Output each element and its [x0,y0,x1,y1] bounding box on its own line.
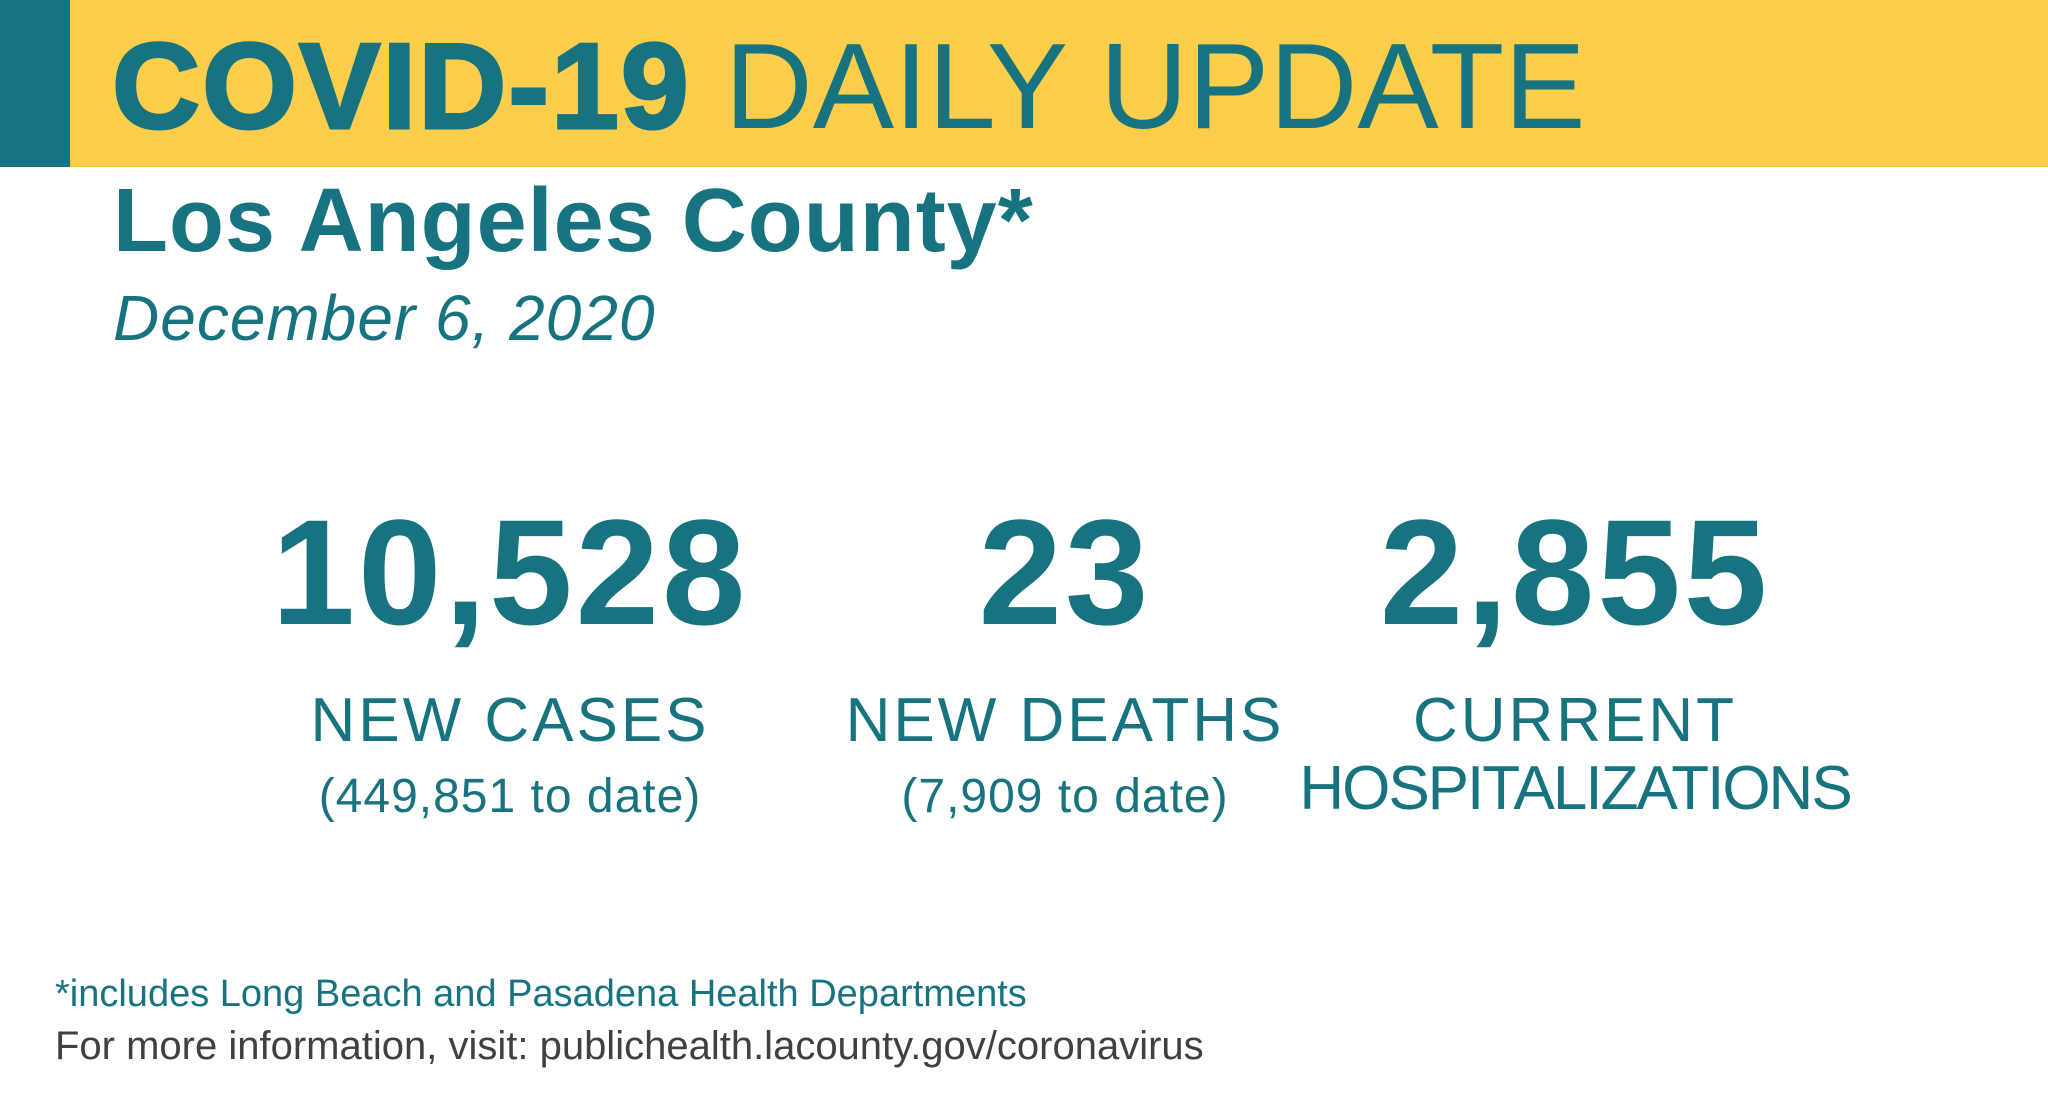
new-deaths-to-date: (7,909 to date) [901,770,1229,824]
page-title: COVID-19 DAILY UPDATE [111,24,1586,149]
info-text: For more information, visit: publichealt… [55,1023,1204,1068]
banner-accent-square [0,0,70,167]
new-cases-value: 10,528 [271,488,749,656]
stat-new-deaths: 23 NEW DEATHS (7,909 to date) [845,497,1285,824]
new-deaths-label: NEW DEATHS [845,686,1285,755]
report-date: December 6, 2020 [113,282,656,354]
footnote: *includes Long Beach and Pasadena Health… [55,973,1027,1015]
stat-current-hospitalizations: 2,855 CURRENT HOSPITALIZATIONS [1295,497,1855,839]
hospitalizations-value: 2,855 [1379,488,1771,656]
banner: COVID-19 DAILY UPDATE [0,0,2048,167]
title-covid19: COVID-19 [111,18,691,154]
new-cases-to-date: (449,851 to date) [318,770,702,824]
region-title: Los Angeles County* [113,171,1034,271]
hospitalizations-label: CURRENT [1412,686,1738,755]
new-deaths-value: 23 [978,488,1152,656]
title-daily-update: DAILY UPDATE [724,18,1586,154]
footer: *includes Long Beach and Pasadena Health… [55,972,1204,1070]
stat-new-cases: 10,528 NEW CASES (449,851 to date) [230,497,790,824]
hospitalizations-label-2: HOSPITALIZATIONS [1299,754,1852,824]
new-cases-label: NEW CASES [310,686,710,755]
